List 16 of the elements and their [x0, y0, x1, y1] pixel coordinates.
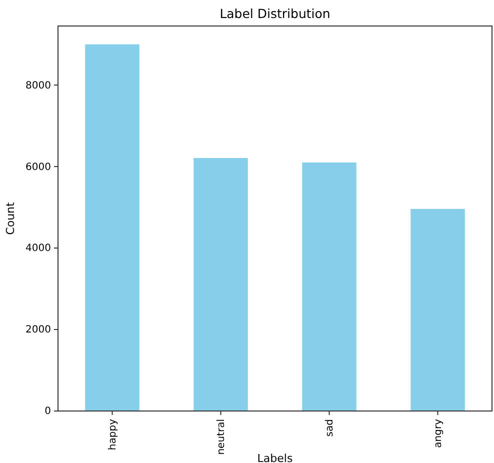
x-tick-label: neutral — [216, 419, 227, 455]
y-axis-title: Count — [4, 201, 17, 235]
y-tick-label: 4000 — [26, 243, 51, 254]
chart-title: Label Distribution — [220, 6, 330, 21]
bar — [410, 208, 465, 411]
bar — [194, 158, 248, 411]
bar — [302, 162, 356, 411]
bar — [85, 44, 140, 411]
x-tick-label: sad — [324, 419, 336, 437]
y-tick-label: 6000 — [26, 162, 51, 173]
y-tick-label: 2000 — [26, 324, 51, 336]
x-tick-label: happy — [107, 418, 118, 450]
y-tick-label: 8000 — [26, 80, 51, 92]
y-tick-label: 0 — [44, 406, 51, 418]
x-tick-label: angry — [432, 418, 444, 448]
x-axis-title: Labels — [257, 452, 293, 463]
